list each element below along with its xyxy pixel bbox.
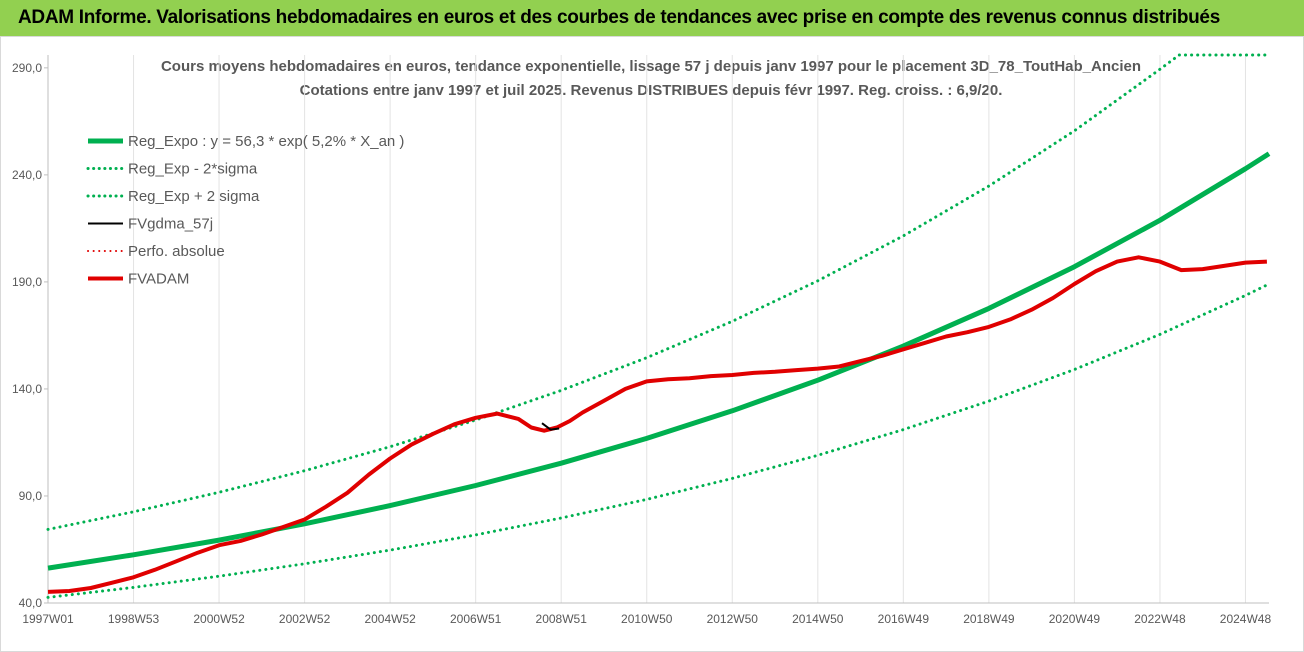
y-tick-label: 190,0 <box>12 275 42 289</box>
banner-title: ADAM Informe. Valorisations hebdomadaire… <box>18 7 1220 28</box>
y-tick-label: 140,0 <box>12 382 42 396</box>
y-tick-label: 90,0 <box>19 489 43 503</box>
x-tick-label: 2022W48 <box>1134 612 1186 626</box>
y-tick-label: 290,0 <box>12 61 42 75</box>
legend-label: FVgdma_57j <box>128 216 213 233</box>
x-tick-label: 2024W48 <box>1220 612 1272 626</box>
chart-subtitle: Cotations entre janv 1997 et juil 2025. … <box>300 82 1003 99</box>
x-tick-label: 1997W01 <box>22 612 74 626</box>
y-axis: 40,0 90,0 140,0 190,0 240,0 290,0 <box>12 55 49 610</box>
legend-label: Reg_Exp + 2 sigma <box>128 188 260 205</box>
series-line-3 <box>541 422 560 431</box>
x-tick-label: 2004W52 <box>364 612 416 626</box>
x-tick-label: 2010W50 <box>621 612 673 626</box>
legend-label: Perfo. absolue <box>128 243 225 260</box>
line-chart: Cours moyens hebdomadaires en euros, ten… <box>12 53 1272 626</box>
x-tick-label: 2008W51 <box>536 612 588 626</box>
title-banner: ADAM Informe. Valorisations hebdomadaire… <box>0 0 1304 36</box>
series-line-2 <box>46 53 1271 531</box>
x-tick-label: 2016W49 <box>878 612 930 626</box>
legend: Reg_Expo : y = 56,3 * exp( 5,2% * X_an )… <box>86 133 404 288</box>
x-tick-label: 2006W51 <box>450 612 502 626</box>
x-tick-label: 2000W52 <box>193 612 245 626</box>
legend-label: FVADAM <box>128 271 189 288</box>
legend-label: Reg_Expo : y = 56,3 * exp( 5,2% * X_an ) <box>128 133 404 150</box>
y-tick-label: 40,0 <box>19 596 43 610</box>
gridlines <box>47 55 1246 603</box>
x-axis: 1997W01 1998W53 2000W52 2002W52 2004W52 2006W… <box>22 602 1272 626</box>
chart-area: Cours moyens hebdomadaires en euros, ten… <box>0 36 1304 652</box>
chart-title: Cours moyens hebdomadaires en euros, ten… <box>161 58 1141 75</box>
x-tick-label: 2020W49 <box>1049 612 1101 626</box>
x-tick-label: 2012W50 <box>707 612 759 626</box>
x-tick-label: 1998W53 <box>108 612 160 626</box>
x-tick-label: 2014W50 <box>792 612 844 626</box>
x-tick-label: 2018W49 <box>963 612 1015 626</box>
series-line-5 <box>47 255 1267 594</box>
series-lines <box>46 53 1271 599</box>
x-tick-label: 2002W52 <box>279 612 331 626</box>
legend-label: Reg_Exp - 2*sigma <box>128 161 258 178</box>
y-tick-label: 240,0 <box>12 168 42 182</box>
series-line-1 <box>46 282 1271 599</box>
series-line-0 <box>47 151 1271 571</box>
